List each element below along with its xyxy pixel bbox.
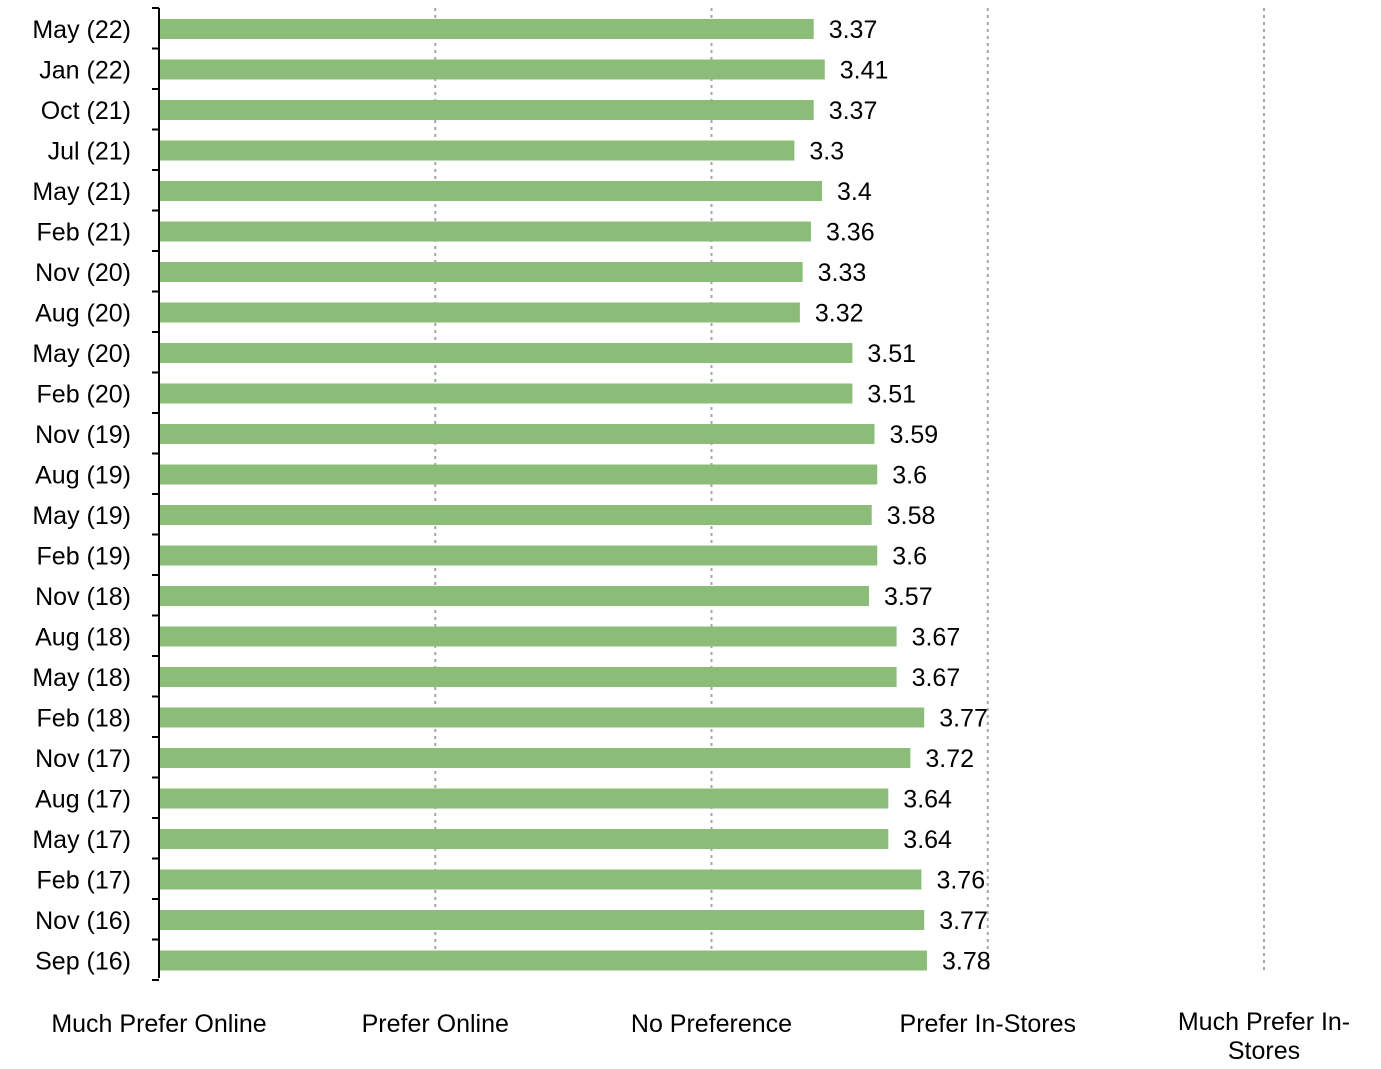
data-label: 3.76 bbox=[936, 867, 985, 895]
category-label: Nov (16) bbox=[35, 907, 131, 935]
data-label: 3.41 bbox=[840, 57, 889, 85]
bar bbox=[160, 19, 814, 39]
category-label: Feb (21) bbox=[37, 219, 131, 247]
category-label: Feb (18) bbox=[37, 705, 131, 733]
data-label: 3.57 bbox=[884, 583, 933, 611]
bar bbox=[160, 910, 925, 930]
data-label: 3.37 bbox=[829, 97, 878, 125]
category-label: Aug (19) bbox=[35, 462, 131, 490]
bar bbox=[160, 140, 795, 161]
data-label: 3.64 bbox=[903, 826, 952, 854]
category-label: Aug (20) bbox=[35, 300, 131, 328]
data-label: 3.32 bbox=[815, 300, 864, 328]
category-label: Jan (22) bbox=[39, 57, 131, 85]
bar bbox=[160, 707, 925, 728]
category-label: Oct (21) bbox=[41, 97, 131, 125]
data-label: 3.67 bbox=[912, 624, 961, 652]
category-label: May (18) bbox=[32, 664, 131, 692]
bar bbox=[160, 545, 878, 566]
bar bbox=[160, 100, 814, 120]
bar bbox=[160, 343, 853, 363]
x-tick-label: Prefer Online bbox=[362, 1010, 509, 1038]
category-label: Nov (17) bbox=[35, 745, 131, 773]
category-label: Feb (19) bbox=[37, 543, 131, 571]
bars bbox=[160, 19, 927, 971]
data-label: 3.64 bbox=[903, 786, 952, 814]
data-label: 3.78 bbox=[942, 948, 991, 976]
data-label: 3.4 bbox=[837, 178, 872, 206]
category-label: Aug (17) bbox=[35, 786, 131, 814]
data-label: 3.51 bbox=[867, 340, 916, 368]
data-label: 3.72 bbox=[925, 745, 974, 773]
gridlines bbox=[434, 8, 1265, 974]
bar bbox=[160, 505, 872, 525]
x-tick-label: Much Prefer In-Stores bbox=[1178, 1008, 1350, 1064]
bar bbox=[160, 424, 875, 444]
category-label: May (21) bbox=[32, 178, 131, 206]
bar bbox=[160, 302, 800, 323]
x-tick-label: Prefer In-Stores bbox=[900, 1010, 1076, 1038]
bar bbox=[160, 950, 927, 971]
bar bbox=[160, 586, 869, 606]
bar bbox=[160, 464, 878, 485]
bar bbox=[160, 59, 825, 80]
bar bbox=[160, 788, 889, 809]
bar bbox=[160, 383, 853, 404]
data-label: 3.67 bbox=[912, 664, 961, 692]
category-label: May (19) bbox=[32, 502, 131, 530]
bar bbox=[160, 829, 889, 849]
category-label: Feb (17) bbox=[37, 867, 131, 895]
data-label: 3.36 bbox=[826, 219, 875, 247]
category-label: May (20) bbox=[32, 340, 131, 368]
category-label: May (22) bbox=[32, 16, 131, 44]
data-label: 3.3 bbox=[809, 138, 844, 166]
data-label: 3.33 bbox=[818, 259, 867, 287]
bar bbox=[160, 221, 811, 242]
data-label: 3.6 bbox=[892, 462, 927, 490]
category-label: Nov (19) bbox=[35, 421, 131, 449]
data-label: 3.6 bbox=[892, 543, 927, 571]
category-label: Feb (20) bbox=[37, 381, 131, 409]
category-label: May (17) bbox=[32, 826, 131, 854]
x-tick-label: No Preference bbox=[631, 1010, 792, 1038]
labels: 3.37 May (22) 3.41 Jan (22) 3.37 Oct (21) 3.3 J… bbox=[32, 16, 1350, 1065]
bar bbox=[160, 181, 822, 201]
bar bbox=[160, 262, 803, 282]
category-label: Aug (18) bbox=[35, 624, 131, 652]
bar bbox=[160, 626, 897, 647]
data-label: 3.58 bbox=[887, 502, 936, 530]
bar bbox=[160, 748, 911, 768]
bar bbox=[160, 667, 897, 687]
data-label: 3.77 bbox=[939, 705, 988, 733]
data-label: 3.59 bbox=[889, 421, 938, 449]
category-label: Nov (18) bbox=[35, 583, 131, 611]
category-label: Nov (20) bbox=[35, 259, 131, 287]
category-label: Sep (16) bbox=[35, 948, 131, 976]
data-label: 3.77 bbox=[939, 907, 988, 935]
category-label: Jul (21) bbox=[48, 138, 131, 166]
y-axis bbox=[152, 7, 160, 981]
data-label: 3.37 bbox=[829, 16, 878, 44]
data-label: 3.51 bbox=[867, 381, 916, 409]
bar bbox=[160, 869, 922, 890]
x-tick-label: Much Prefer Online bbox=[51, 1010, 266, 1038]
